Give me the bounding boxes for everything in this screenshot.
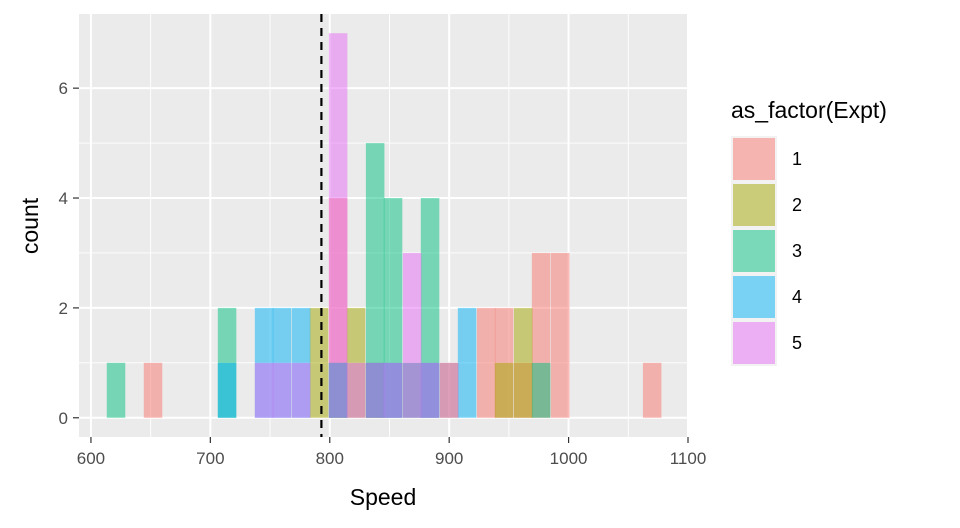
x-tick-label: 1000: [550, 449, 588, 468]
histogram-bars: [106, 33, 662, 418]
bar-series-2: [309, 307, 329, 418]
bar-series-5: [291, 362, 311, 418]
x-axis-title: Speed: [350, 484, 417, 510]
bar-series-1: [550, 252, 570, 418]
y-tick-label: 2: [59, 299, 68, 318]
y-tick-label: 0: [59, 409, 68, 428]
x-tick-label: 800: [316, 449, 344, 468]
bar-series-5: [402, 252, 422, 418]
bar-series-5: [346, 362, 366, 418]
x-tick-label: 900: [435, 449, 463, 468]
bar-series-4: [217, 362, 237, 418]
bar-series-5: [254, 362, 274, 418]
legend-label: 4: [792, 287, 802, 307]
legend: as_factor(Expt) 1 2 3 4 5: [731, 97, 887, 366]
bar-series-1: [642, 362, 662, 418]
legend-key-swatch: [733, 322, 775, 364]
bar-series-3: [365, 143, 385, 418]
legend-label: 1: [792, 149, 802, 169]
bar-series-5: [383, 362, 403, 418]
y-axis-title: count: [17, 197, 43, 254]
bar-series-3: [531, 362, 551, 418]
legend-key-swatch: [733, 276, 775, 318]
legend-key-swatch: [733, 230, 775, 272]
legend-label: 2: [792, 195, 802, 215]
bar-series-1: [143, 362, 163, 418]
y-axis: 0 2 4 6: [59, 79, 79, 428]
legend-key-swatch: [733, 138, 775, 180]
x-tick-label: 700: [196, 449, 224, 468]
y-tick-label: 6: [59, 79, 68, 98]
x-axis: 600 700 800 900 1000 1100: [77, 437, 707, 468]
bar-series-5: [439, 362, 459, 418]
bar-series-5: [420, 362, 440, 418]
legend-keys: 1 2 3 4 5: [731, 136, 802, 366]
bar-series-4: [457, 307, 477, 418]
bar-series-1: [476, 307, 496, 418]
bar-series-5: [328, 33, 348, 418]
legend-key-swatch: [733, 184, 775, 226]
bar-series-5: [365, 362, 385, 418]
bar-series-5: [272, 362, 292, 418]
x-tick-label: 1100: [670, 449, 707, 468]
y-tick-label: 4: [59, 189, 68, 208]
bar-series-2: [494, 362, 514, 418]
legend-title: as_factor(Expt): [731, 97, 887, 123]
x-tick-label: 600: [77, 449, 105, 468]
legend-label: 3: [792, 241, 802, 261]
bar-series-2: [513, 307, 533, 418]
bar-series-3: [106, 362, 126, 418]
legend-label: 5: [792, 333, 802, 353]
